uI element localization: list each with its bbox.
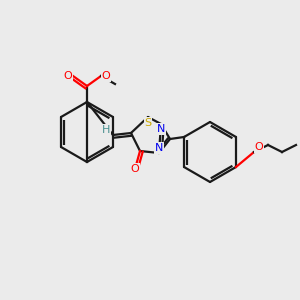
Text: O: O [102,71,110,81]
Text: O: O [255,142,263,152]
Text: O: O [64,71,72,81]
Text: N: N [157,124,165,134]
Text: N: N [155,143,163,153]
Text: H: H [102,125,110,135]
Text: O: O [130,164,140,174]
Text: S: S [144,118,152,128]
